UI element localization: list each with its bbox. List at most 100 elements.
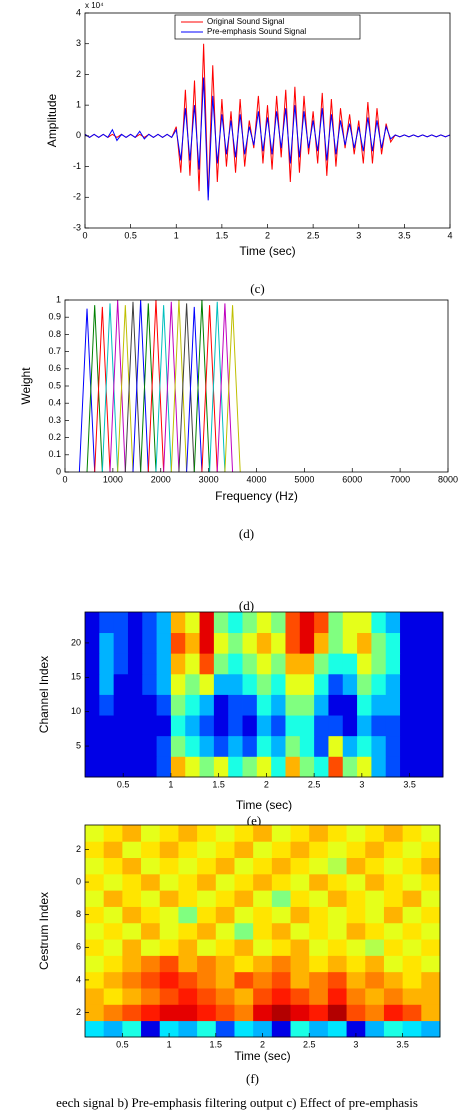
heat-cell xyxy=(156,694,172,716)
panel-caption: (d) xyxy=(239,598,254,613)
heat-cell xyxy=(113,653,129,675)
heat-cell xyxy=(141,841,161,859)
legend-label: Pre-emphasis Sound Signal xyxy=(207,27,306,36)
heat-cell xyxy=(365,955,385,973)
heat-cell xyxy=(357,632,372,654)
filter-triangle xyxy=(117,305,134,473)
heat-cell xyxy=(271,694,286,716)
heat-cell xyxy=(178,955,198,973)
heat-cell xyxy=(85,1004,105,1022)
heat-cell xyxy=(197,1004,217,1022)
heat-cell xyxy=(290,955,310,973)
heat-cell xyxy=(85,857,105,875)
heat-cell xyxy=(197,922,217,940)
heat-cell xyxy=(299,632,315,654)
heat-cell xyxy=(253,955,273,973)
x-tick-label: 0 xyxy=(62,474,67,484)
heat-cell xyxy=(103,1004,123,1022)
heat-cell xyxy=(271,873,291,891)
heat-cell xyxy=(309,825,329,842)
heat-cell xyxy=(127,735,143,757)
heat-cell xyxy=(421,1020,441,1038)
y-tick-label: 15 xyxy=(71,672,81,682)
heat-cell xyxy=(327,971,347,989)
heat-cell xyxy=(213,632,229,654)
heat-cell xyxy=(402,988,422,1005)
heat-cell xyxy=(103,955,123,973)
heat-cell xyxy=(414,735,430,757)
heat-cell xyxy=(122,939,142,956)
y-tick-label: 0 xyxy=(76,130,81,140)
heat-cell xyxy=(178,873,198,891)
heat-cell xyxy=(365,922,385,940)
heat-cell xyxy=(85,890,105,907)
heat-cell xyxy=(314,673,329,695)
heat-cell xyxy=(103,890,123,907)
heat-cell xyxy=(242,694,258,716)
heat-cell xyxy=(299,735,315,757)
heat-cell xyxy=(122,922,142,940)
heat-cell xyxy=(314,715,329,737)
y-axis-label: Weight xyxy=(19,367,33,405)
x-axis-label: Time (sec) xyxy=(236,798,292,812)
heat-cell xyxy=(271,971,291,989)
heat-cell xyxy=(242,612,258,634)
x-tick-label: 2000 xyxy=(151,474,171,484)
heat-cell xyxy=(309,1004,329,1022)
heat-cell xyxy=(402,971,422,989)
y-tick-label: 2 xyxy=(76,844,81,854)
heat-cell xyxy=(242,632,258,654)
y-tick-label: 0 xyxy=(76,876,81,886)
heat-cell xyxy=(285,673,301,695)
heat-cell xyxy=(122,955,142,973)
heat-cell xyxy=(253,841,273,859)
heat-cell xyxy=(141,971,161,989)
heat-cell xyxy=(357,756,372,778)
heat-cell xyxy=(371,715,387,737)
heat-cell xyxy=(85,632,100,654)
x-tick-label: 2 xyxy=(264,779,269,789)
heat-cell xyxy=(156,715,172,737)
heat-cell xyxy=(234,841,254,859)
x-tick-label: 0 xyxy=(82,230,87,240)
heat-cell xyxy=(228,715,243,737)
heat-cell xyxy=(271,632,286,654)
heat-cell xyxy=(256,612,272,634)
heat-cell xyxy=(103,939,123,956)
heat-cell xyxy=(156,735,172,757)
x-axis-label: Frequency (Hz) xyxy=(215,489,298,503)
heat-cell xyxy=(99,673,115,695)
heat-cell xyxy=(159,971,179,989)
heat-cell xyxy=(178,988,198,1005)
filter-triangle xyxy=(155,305,172,473)
heat-cell xyxy=(327,1020,347,1038)
heat-cell xyxy=(142,612,157,634)
y-tick-label: 0.9 xyxy=(48,312,61,322)
heat-cell xyxy=(85,939,105,956)
heat-cell xyxy=(197,955,217,973)
heat-cell xyxy=(421,939,441,956)
y-tick-label: -2 xyxy=(73,192,81,202)
heat-cell xyxy=(159,1004,179,1022)
heat-cell xyxy=(385,756,401,778)
heat-cell xyxy=(199,612,215,634)
heat-cell xyxy=(342,673,358,695)
heat-cell xyxy=(421,825,441,842)
heat-cell xyxy=(199,632,215,654)
y-tick-label: 4 xyxy=(76,974,81,984)
heat-cell xyxy=(141,1020,161,1038)
heat-cell xyxy=(242,735,258,757)
heat-cell xyxy=(103,922,123,940)
heat-cell xyxy=(327,841,347,859)
heat-cell xyxy=(285,612,301,634)
heat-cell xyxy=(256,653,272,675)
heat-cell xyxy=(357,694,372,716)
heat-cell xyxy=(342,653,358,675)
heat-cell xyxy=(215,988,235,1005)
heat-cell xyxy=(215,922,235,940)
heat-cell xyxy=(327,1004,347,1022)
heat-cell xyxy=(197,890,217,907)
heat-cell xyxy=(141,906,161,924)
x-tick-label: 3 xyxy=(356,230,361,240)
heat-cell xyxy=(127,694,143,716)
